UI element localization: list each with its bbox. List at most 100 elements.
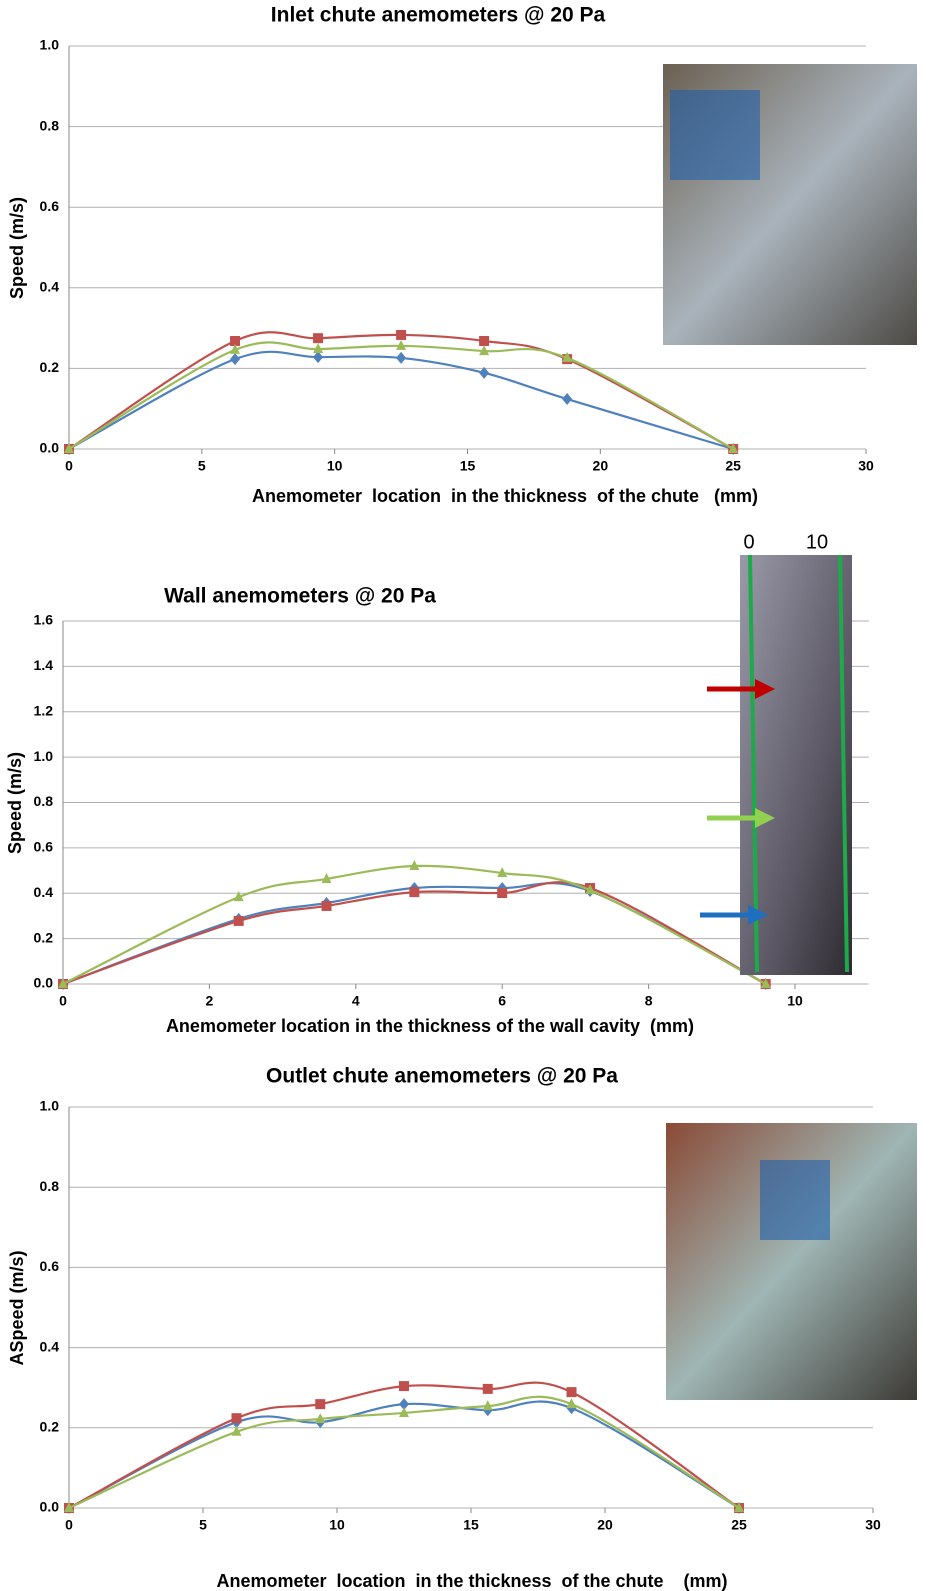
marker: [409, 887, 420, 898]
marker: [230, 335, 241, 346]
x-tick-label: 20: [593, 458, 609, 474]
marker: [231, 1413, 242, 1424]
series-line: [62, 882, 767, 986]
x-tick-label: 30: [865, 1517, 881, 1533]
marker: [315, 1412, 326, 1423]
wall-edge: [748, 554, 759, 973]
x-axis-label: Anemometer location in the thickness of …: [252, 486, 758, 506]
y-tick-label: 0.2: [34, 929, 54, 945]
y-tick-label: 0.4: [40, 1338, 60, 1354]
marker: [313, 351, 324, 364]
y-tick-label: 0.0: [40, 440, 60, 456]
arrow-head: [755, 679, 775, 699]
marker: [399, 1381, 409, 1392]
series-line: [62, 881, 767, 986]
x-tick-label: 4: [352, 993, 360, 1009]
marker: [562, 351, 573, 362]
y-tick-label: 0.6: [34, 839, 54, 855]
image-label: 10: [806, 531, 828, 553]
y-tick-label: 0.2: [40, 1419, 60, 1435]
marker: [760, 978, 771, 988]
marker: [479, 366, 490, 379]
x-axis-label: Anemometer location in the thickness of …: [216, 1571, 727, 1591]
marker: [585, 884, 596, 895]
y-tick-label: 1.0: [34, 748, 54, 764]
y-tick-label: 1.0: [40, 1098, 60, 1114]
series-line: [68, 350, 734, 451]
x-tick-label: 0: [59, 993, 67, 1009]
x-tick-label: 25: [725, 458, 741, 474]
marker: [233, 891, 244, 902]
marker: [497, 888, 508, 899]
marker: [399, 1398, 409, 1411]
marker: [409, 860, 420, 871]
marker: [566, 1398, 577, 1409]
marker: [313, 333, 324, 344]
wall-edge: [838, 554, 849, 973]
arrow-head: [755, 808, 775, 828]
marker: [497, 867, 508, 878]
x-tick-label: 20: [597, 1517, 613, 1533]
chart-title: Outlet chute anemometers @ 20 Pa: [266, 1065, 618, 1088]
y-tick-label: 0.8: [34, 793, 54, 809]
marker: [734, 1502, 744, 1512]
y-tick-label: 1.2: [34, 702, 54, 718]
chart-title: Wall anemometers @ 20 Pa: [164, 585, 436, 608]
y-tick-label: 0.4: [40, 279, 60, 295]
x-tick-label: 25: [731, 1517, 747, 1533]
y-tick-label: 0.4: [34, 884, 54, 900]
marker: [313, 343, 324, 354]
marker: [479, 335, 490, 346]
x-tick-label: 10: [787, 993, 803, 1009]
marker: [58, 978, 68, 988]
marker: [230, 353, 241, 366]
marker: [233, 915, 244, 926]
y-axis-label: Speed (m/s): [7, 197, 27, 299]
y-tick-label: 0.2: [40, 359, 60, 375]
x-tick-label: 10: [327, 458, 343, 474]
y-axis-label: ASpeed (m/s): [7, 1250, 27, 1365]
x-tick-label: 5: [199, 1517, 207, 1533]
y-tick-label: 0.8: [40, 117, 60, 133]
marker: [321, 872, 332, 883]
photo-detail: [760, 1160, 830, 1240]
y-tick-label: 0.6: [40, 1258, 60, 1274]
marker: [231, 1425, 242, 1436]
y-tick-label: 1.4: [34, 657, 54, 673]
y-tick-label: 0.8: [40, 1178, 60, 1194]
y-tick-label: 0.0: [34, 975, 54, 991]
y-tick-label: 0.0: [40, 1499, 60, 1515]
image-label: 0: [743, 531, 754, 553]
marker: [479, 345, 490, 356]
marker: [315, 1399, 326, 1410]
y-tick-label: 1.6: [34, 612, 54, 628]
y-tick-label: 1.0: [40, 37, 60, 53]
x-axis-label: Anemometer location in the thickness of …: [166, 1016, 694, 1036]
marker: [728, 443, 739, 453]
marker: [230, 343, 241, 354]
marker: [562, 393, 573, 406]
marker: [396, 339, 407, 350]
x-tick-label: 30: [858, 458, 874, 474]
photo-detail: [670, 90, 760, 180]
marker: [566, 1387, 577, 1398]
plots: 0.0 0.2 0.4 0.6 0.8 1.0 0 5 10 15 20 25 30 Inlet chut…: [5, 4, 881, 1591]
marker: [482, 1400, 493, 1411]
marker: [482, 1383, 493, 1394]
x-tick-label: 0: [65, 1517, 73, 1533]
x-tick-label: 5: [198, 458, 206, 474]
x-tick-label: 10: [329, 1517, 345, 1533]
chart-title: Inlet chute anemometers @ 20 Pa: [271, 4, 606, 27]
x-tick-label: 0: [65, 458, 73, 474]
x-tick-label: 15: [460, 458, 476, 474]
y-tick-label: 0.6: [40, 198, 60, 214]
x-tick-label: 15: [463, 1517, 479, 1533]
marker: [396, 329, 407, 340]
marker: [321, 900, 332, 911]
marker: [64, 443, 74, 453]
y-axis-label: Speed (m/s): [5, 752, 25, 854]
x-tick-label: 8: [645, 993, 653, 1009]
x-tick-label: 6: [498, 993, 506, 1009]
